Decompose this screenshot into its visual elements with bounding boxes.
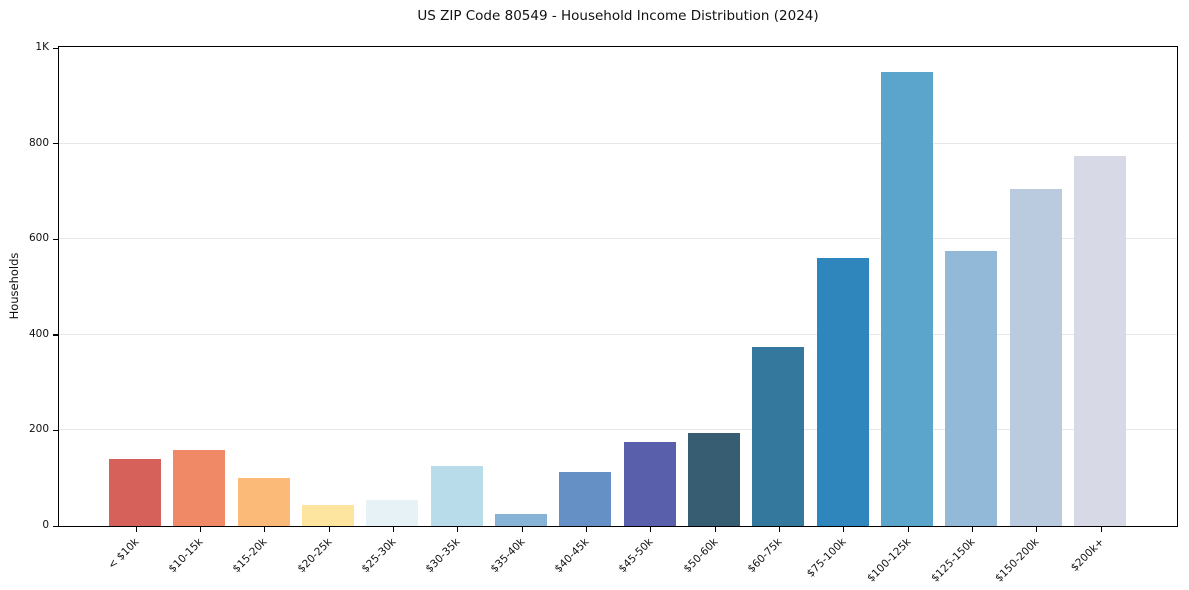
bar-150-200k [1009, 189, 1062, 526]
x-tick-mark [907, 527, 909, 532]
x-tick-label: $35-40k [487, 536, 527, 576]
y-tick-label: 800 [28, 136, 49, 149]
gridline-y-400 [59, 333, 1177, 335]
bar-40-45k [559, 472, 612, 526]
bar-50-60k [688, 432, 740, 526]
x-tick-label: $25-30k [359, 536, 399, 576]
y-tick-mark [53, 429, 58, 432]
gridline-y-800 [59, 142, 1177, 144]
x-tick-label: $100-125k [864, 536, 913, 585]
y-tick-mark [53, 143, 58, 145]
x-tick-label: $150-200k [993, 536, 1042, 585]
bar-75-100k [816, 258, 869, 526]
x-tick-label: $50-60k [680, 536, 720, 576]
x-tick-label: $20-25k [294, 536, 334, 576]
x-tick-label: $30-35k [423, 536, 463, 576]
x-tick-label: < $10k [105, 536, 141, 572]
y-tick-label: 600 [28, 232, 49, 245]
bar-125-150k [945, 251, 998, 526]
x-tick-mark [135, 527, 137, 532]
gridline-y-600 [59, 238, 1177, 240]
x-tick-mark [714, 527, 716, 532]
bar-20-25k [302, 504, 354, 526]
bar-60-75k [752, 346, 805, 526]
bar-10k [109, 459, 161, 526]
bar-35-40k [495, 513, 547, 526]
x-tick-label: $15-20k [230, 536, 270, 576]
x-tick-mark [264, 527, 266, 532]
y-tick-mark [53, 47, 58, 49]
x-tick-label: $75-100k [804, 536, 849, 580]
x-tick-mark [971, 527, 974, 532]
y-tick-mark [53, 525, 58, 527]
chart-title: US ZIP Code 80549 - Household Income Dis… [417, 8, 819, 24]
x-tick-label: $45-50k [616, 536, 656, 576]
x-tick-mark [457, 527, 459, 532]
plot-area [58, 46, 1178, 527]
bar-30-35k [430, 466, 483, 526]
bar-200k+ [1074, 155, 1126, 526]
x-tick-label: $60-75k [745, 536, 785, 576]
x-tick-mark [1036, 527, 1038, 532]
y-axis-label: Households [7, 252, 21, 320]
x-tick-mark [199, 527, 202, 532]
y-tick-label: 1K [35, 41, 49, 53]
x-tick-label: $40-45k [552, 536, 592, 576]
y-tick-mark [53, 334, 58, 336]
y-tick-label: 0 [42, 519, 49, 531]
x-tick-mark [1100, 527, 1102, 532]
bar-45-50k [623, 442, 676, 526]
bar-100-125k [881, 71, 933, 526]
bar-10-15k [173, 449, 226, 526]
x-tick-label: $10-15k [166, 536, 206, 576]
x-tick-mark [521, 527, 523, 532]
x-tick-label: $200k+ [1068, 536, 1106, 574]
x-tick-mark [843, 527, 845, 532]
x-tick-label: $125-150k [928, 536, 978, 585]
x-tick-mark [585, 527, 588, 532]
y-tick-label: 400 [28, 327, 49, 340]
bar-15-20k [237, 478, 290, 526]
x-tick-mark [328, 527, 330, 532]
y-tick-label: 200 [28, 423, 49, 436]
x-tick-mark [650, 527, 652, 532]
x-tick-mark [778, 527, 781, 532]
bar-25-30k [366, 499, 419, 526]
x-tick-mark [392, 527, 395, 532]
gridline-y-200 [59, 429, 1177, 431]
y-tick-mark [53, 238, 58, 240]
